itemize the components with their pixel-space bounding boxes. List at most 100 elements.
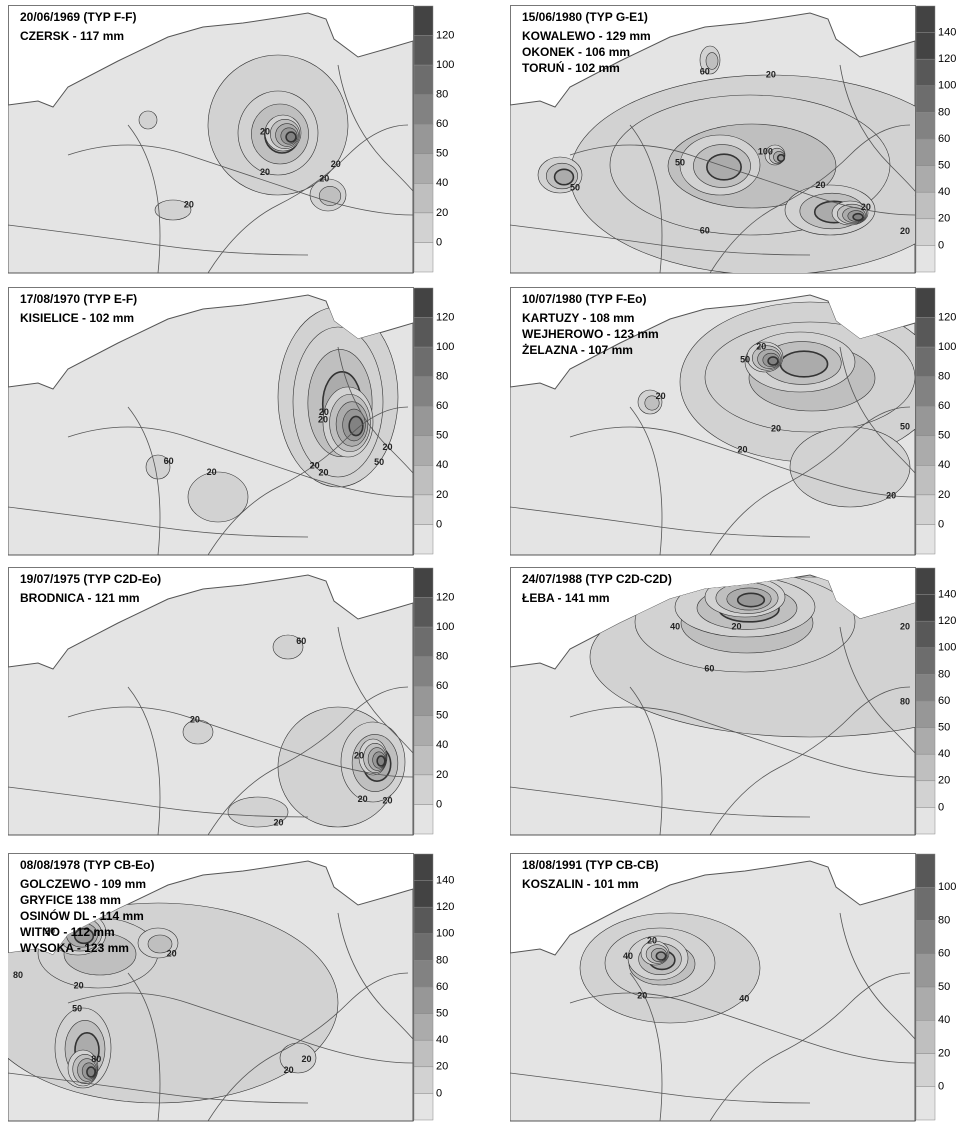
isohyet-zone [778, 155, 785, 162]
legend-band [414, 36, 433, 66]
panel-title: 10/07/1980 (TYP F-Eo) [522, 292, 647, 306]
legend-band [916, 921, 935, 954]
legend-label: 100 [436, 621, 454, 633]
isohyet-zone [738, 593, 765, 606]
panel-title: 15/06/1980 (TYP G-E1) [522, 10, 648, 24]
legend-band [916, 807, 935, 834]
contour-label: 20 [766, 69, 776, 79]
legend-band [916, 288, 935, 318]
legend-band [916, 347, 935, 377]
legend-label: 120 [436, 311, 454, 323]
station-max: ŻELAZNA - 107 mm [522, 342, 633, 357]
legend-band [414, 95, 433, 125]
legend-label: 20 [436, 769, 448, 781]
legend-label: 80 [436, 371, 448, 383]
contour-label: 20 [771, 423, 781, 433]
station-max: ŁEBA - 141 mm [522, 591, 610, 605]
legend-band [414, 716, 433, 746]
legend-label: 40 [436, 459, 448, 471]
legend-band [916, 219, 935, 246]
isohyet-zone [319, 186, 341, 205]
station-max: KISIELICE - 102 mm [20, 311, 134, 325]
contour-label: 20 [383, 795, 393, 805]
legend-band [414, 627, 433, 657]
legend-label: 100 [938, 80, 956, 92]
station-max: TORUŃ - 102 mm [522, 60, 620, 75]
legend-band [414, 6, 433, 36]
legend-label: 120 [436, 591, 454, 603]
legend-band [414, 213, 433, 243]
legend-band [414, 495, 433, 525]
legend-band [414, 465, 433, 495]
legend-band [414, 377, 433, 407]
legend-band [916, 112, 935, 139]
legend-band [916, 192, 935, 219]
legend-band [916, 6, 935, 33]
contour-label: 80 [900, 697, 910, 707]
legend-band [414, 987, 433, 1014]
station-max: BRODNICA - 121 mm [20, 591, 140, 605]
legend-band [916, 754, 935, 781]
contour-label: 50 [72, 1003, 82, 1013]
legend-label: 60 [436, 680, 448, 692]
legend-band [414, 436, 433, 466]
contour-label: 60 [296, 636, 306, 646]
panel-title: 24/07/1988 (TYP C2D-C2D) [522, 572, 672, 586]
legend-band [414, 124, 433, 154]
isohyet-zone [780, 351, 827, 377]
contour-label: 20 [756, 341, 766, 351]
legend-band [916, 86, 935, 113]
contour-label: 60 [164, 456, 174, 466]
legend-label: 0 [436, 236, 442, 248]
contour-label: 20 [167, 948, 177, 958]
contour-label: 40 [739, 993, 749, 1003]
legend-band [414, 686, 433, 716]
contour-label: 20 [647, 936, 657, 946]
station-max: KOSZALIN - 101 mm [522, 877, 639, 891]
legend-band [916, 377, 935, 407]
legend-label: 100 [436, 59, 454, 71]
contour-label: 20 [900, 226, 910, 236]
contour-label: 40 [670, 621, 680, 631]
contour-label: 20 [737, 445, 747, 455]
legend-label: 50 [938, 981, 950, 993]
station-max: GOLCZEWO - 109 mm [20, 877, 146, 891]
legend-band [414, 568, 433, 598]
legend-band [414, 598, 433, 628]
contour-label: 20 [319, 174, 329, 184]
legend-label: 20 [938, 775, 950, 787]
legend-band [414, 1014, 433, 1041]
legend-label: 40 [436, 177, 448, 189]
legend-band [414, 907, 433, 934]
contour-label: 50 [374, 457, 384, 467]
isohyet-zone [286, 132, 296, 142]
contour-label: 20 [331, 159, 341, 169]
contour-label: 60 [704, 664, 714, 674]
map-panel: 20202020602019/07/1975 (TYP C2D-Eo)BRODN… [8, 567, 458, 839]
isohyet-zone [656, 952, 665, 960]
map-panel: 202020508020208008/08/1978 (TYP CB-Eo)GO… [8, 853, 458, 1125]
contour-label: 40 [623, 951, 633, 961]
legend-band [916, 406, 935, 436]
legend-band [916, 701, 935, 728]
legend-band [916, 674, 935, 701]
legend-label: 60 [436, 118, 448, 130]
legend-label: 120 [938, 615, 956, 627]
legend-label: 0 [938, 1081, 944, 1093]
legend-label: 120 [938, 53, 956, 65]
station-max: WYSOKA - 123 mm [20, 941, 129, 955]
legend-band [916, 524, 935, 554]
contour-label: 50 [900, 422, 910, 432]
legend-band [916, 139, 935, 166]
legend-label: 120 [436, 29, 454, 41]
legend-band [916, 954, 935, 987]
legend-band [414, 406, 433, 436]
legend-label: 0 [436, 1087, 442, 1099]
legend-label: 100 [436, 928, 454, 940]
legend-label: 80 [938, 106, 950, 118]
legend-band [414, 242, 433, 272]
contour-label: 20 [260, 167, 270, 177]
